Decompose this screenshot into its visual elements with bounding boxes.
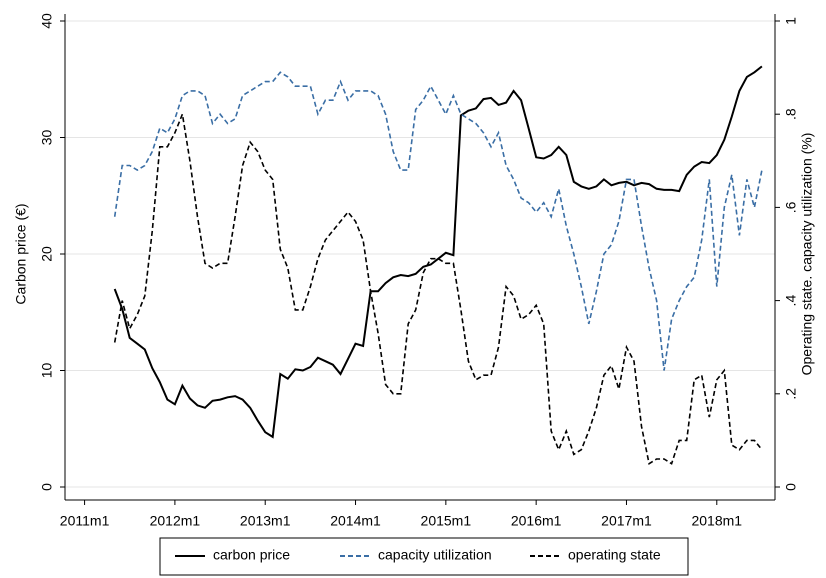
- y2-tick-label: .4: [783, 295, 799, 307]
- legend-label: capacity utilization: [378, 547, 492, 563]
- x-tick-label: 2018m1: [691, 513, 742, 529]
- x-tick-label: 2016m1: [511, 513, 562, 529]
- y2-tick-label: 0: [783, 483, 799, 491]
- y2-tick-label: 1: [783, 17, 799, 25]
- series-line: [113, 111, 763, 465]
- x-tick-label: 2017m1: [601, 513, 652, 529]
- y2-axis-label: Operating state. capacity utilization (%…: [799, 133, 815, 376]
- y-tick-label: 40: [39, 13, 55, 29]
- y-tick-label: 0: [39, 483, 55, 491]
- y2-tick-label: .8: [783, 108, 799, 120]
- y2-tick-label: .2: [783, 388, 799, 400]
- x-tick-label: 2014m1: [330, 513, 381, 529]
- series-line: [113, 71, 763, 371]
- y-axis-label: Carbon price (€): [13, 203, 29, 304]
- y2-tick-label: .6: [783, 201, 799, 213]
- x-tick-label: 2012m1: [150, 513, 201, 529]
- legend-box: [159, 537, 689, 576]
- legend-label: operating state: [568, 547, 661, 563]
- legend-label: carbon price: [213, 547, 290, 563]
- y-tick-label: 30: [39, 130, 55, 146]
- y-tick-label: 20: [39, 246, 55, 262]
- x-tick-label: 2015m1: [421, 513, 472, 529]
- x-tick-label: 2013m1: [240, 513, 291, 529]
- series-line: [113, 65, 763, 439]
- y-tick-label: 10: [39, 363, 55, 379]
- x-tick-label: 2011m1: [60, 513, 110, 529]
